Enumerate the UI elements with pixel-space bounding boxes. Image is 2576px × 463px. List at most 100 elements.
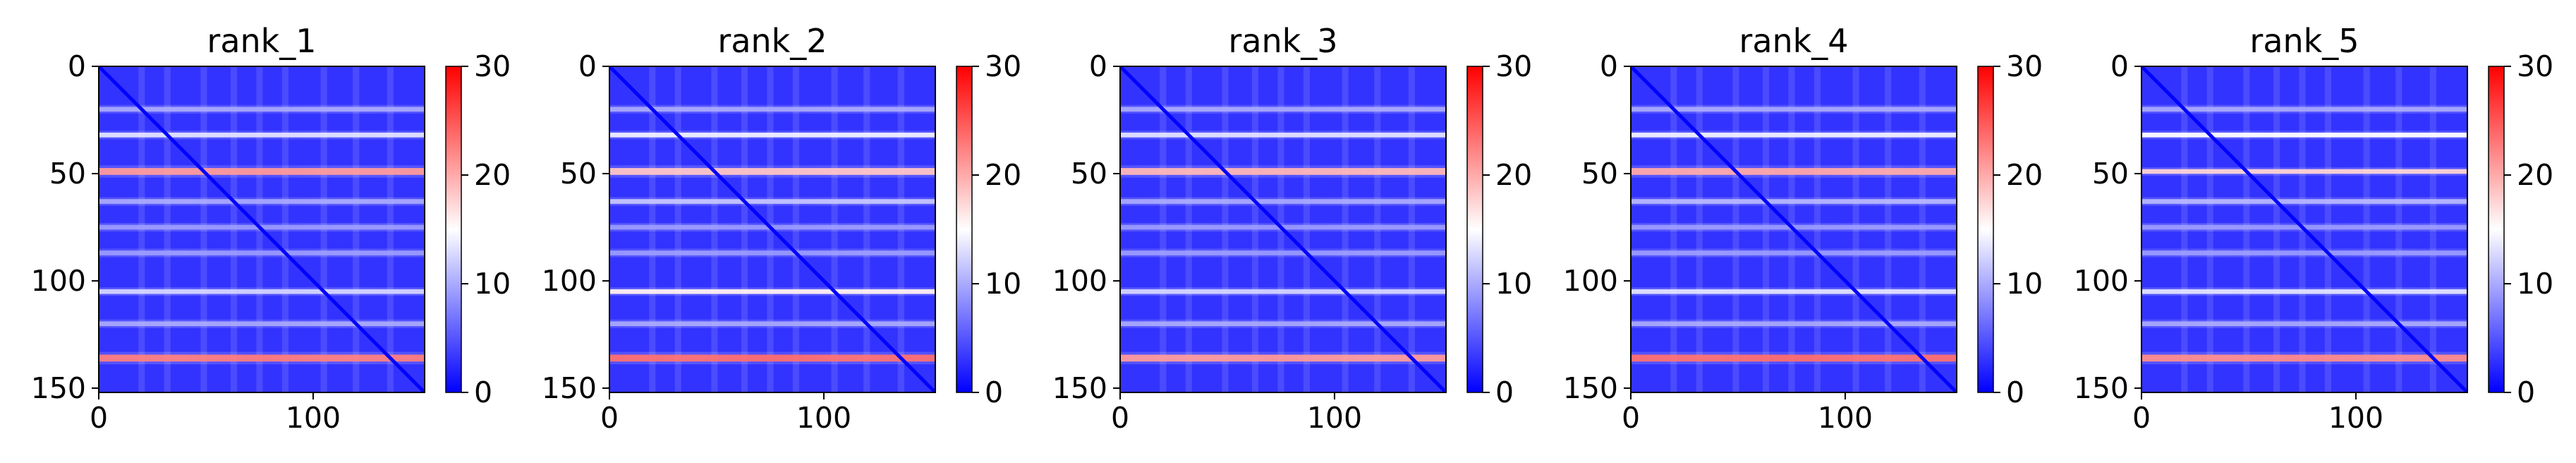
plot-frame <box>98 66 425 393</box>
colorbar-tick-label: 30 <box>985 49 1021 83</box>
colorbar-tick-label: 30 <box>474 49 511 83</box>
colorbar-tick-label: 0 <box>474 375 492 409</box>
heatmap-band-halo <box>1120 165 1446 178</box>
colorbar <box>956 66 973 393</box>
y-tick-label: 50 <box>1581 157 1618 191</box>
colorbar-tick-label: 20 <box>2517 158 2553 192</box>
colorbar-tick-label: 30 <box>1495 49 1532 83</box>
heatmap-diagonal <box>1120 66 1446 392</box>
plot-frame <box>2141 66 2468 393</box>
y-tick-label: 0 <box>68 49 86 83</box>
heatmap-field <box>609 66 935 392</box>
heatmap-band-halo <box>1631 287 1957 296</box>
y-tick-label: 100 <box>542 264 597 298</box>
heatmap-field <box>1120 66 1446 392</box>
heatmap-band-halo <box>99 165 425 178</box>
heatmap-band-halo <box>1120 351 1446 365</box>
y-tick-label: 150 <box>1563 371 1618 405</box>
y-tick-label: 100 <box>1563 264 1618 298</box>
colorbar-tick-label: 20 <box>1495 158 1532 192</box>
heatmap-field <box>2141 66 2467 392</box>
colorbar-tick-label: 10 <box>2517 267 2553 301</box>
panel-title: rank_4 <box>1739 22 1848 60</box>
x-tick-label: 100 <box>2328 401 2383 435</box>
colorbar <box>1977 66 1994 393</box>
y-tick-label: 0 <box>1089 49 1107 83</box>
x-tick-label: 100 <box>1307 401 1362 435</box>
heatmap-band-halo <box>2141 319 2467 328</box>
colorbar-tick-label: 10 <box>2006 267 2043 301</box>
colorbar-tick-label: 20 <box>2006 158 2043 192</box>
panel-title: rank_2 <box>717 22 827 60</box>
y-tick-label: 0 <box>2110 49 2129 83</box>
y-tick-label: 0 <box>578 49 597 83</box>
x-tick-label: 0 <box>2132 401 2151 435</box>
x-tick-label: 100 <box>1818 401 1873 435</box>
y-tick-label: 150 <box>542 371 597 405</box>
heatmap-field <box>99 66 425 392</box>
heatmap-band-halo <box>1631 165 1957 178</box>
plot-frame <box>1119 66 1447 393</box>
heatmap-band-halo <box>609 319 935 328</box>
heatmap-band-halo <box>2141 131 2467 140</box>
y-tick-label: 100 <box>31 264 86 298</box>
heatmap-band-halo <box>2141 167 2467 176</box>
colorbar-tick-label: 20 <box>985 158 1021 192</box>
heatmap-diagonal <box>99 66 425 392</box>
plot-frame <box>1630 66 1957 393</box>
heatmap-band-halo <box>1631 248 1957 258</box>
heatmap-band-halo <box>99 248 425 258</box>
heatmap-band-halo <box>1120 287 1446 296</box>
colorbar-tick-label: 10 <box>1495 267 1532 301</box>
heatmap-band-halo <box>1631 104 1957 114</box>
y-tick-label: 50 <box>2092 157 2129 191</box>
heatmap-band-halo <box>1631 351 1957 365</box>
x-tick-label: 100 <box>796 401 851 435</box>
panel-title: rank_3 <box>1228 22 1337 60</box>
y-tick-label: 150 <box>2074 371 2129 405</box>
heatmap-band-halo <box>2141 104 2467 114</box>
heatmap-band-halo <box>2141 197 2467 206</box>
heatmap-band-halo <box>609 287 935 296</box>
heatmap-band-halo <box>1120 197 1446 206</box>
x-tick-label: 0 <box>1111 401 1129 435</box>
y-tick-label: 50 <box>49 157 86 191</box>
x-tick-label: 100 <box>286 401 341 435</box>
colorbar-tick-label: 30 <box>2006 49 2043 83</box>
y-tick-label: 50 <box>1071 157 1107 191</box>
heatmap-field <box>1631 66 1957 392</box>
plot-frame <box>609 66 936 393</box>
colorbar-tick-label: 10 <box>474 267 511 301</box>
colorbar <box>2488 66 2505 393</box>
colorbar-tick-label: 30 <box>2517 49 2553 83</box>
heatmap-band-halo <box>609 131 935 140</box>
y-tick-label: 100 <box>2074 264 2129 298</box>
x-tick-label: 0 <box>90 401 108 435</box>
colorbar <box>445 66 462 393</box>
heatmap-band-halo <box>609 351 935 365</box>
heatmap-band-halo <box>2141 248 2467 258</box>
colorbar-tick-label: 20 <box>474 158 511 192</box>
x-tick-label: 0 <box>1622 401 1640 435</box>
x-tick-label: 0 <box>600 401 619 435</box>
heatmap-diagonal <box>1631 66 1957 392</box>
heatmap-band-halo <box>2141 287 2467 296</box>
heatmap-band-halo <box>2141 351 2467 365</box>
heatmap-band-halo <box>1120 131 1446 140</box>
heatmap-band-halo <box>99 131 425 140</box>
y-tick-label: 50 <box>560 157 597 191</box>
heatmap-band-halo <box>609 165 935 178</box>
heatmap-band-halo <box>609 104 935 114</box>
heatmap-band-halo <box>1631 319 1957 328</box>
colorbar-tick-label: 0 <box>1495 375 1514 409</box>
colorbar-tick-label: 0 <box>2006 375 2024 409</box>
y-tick-label: 150 <box>1052 371 1107 405</box>
panel-title: rank_5 <box>2249 22 2359 60</box>
heatmap-diagonal <box>2141 66 2467 392</box>
